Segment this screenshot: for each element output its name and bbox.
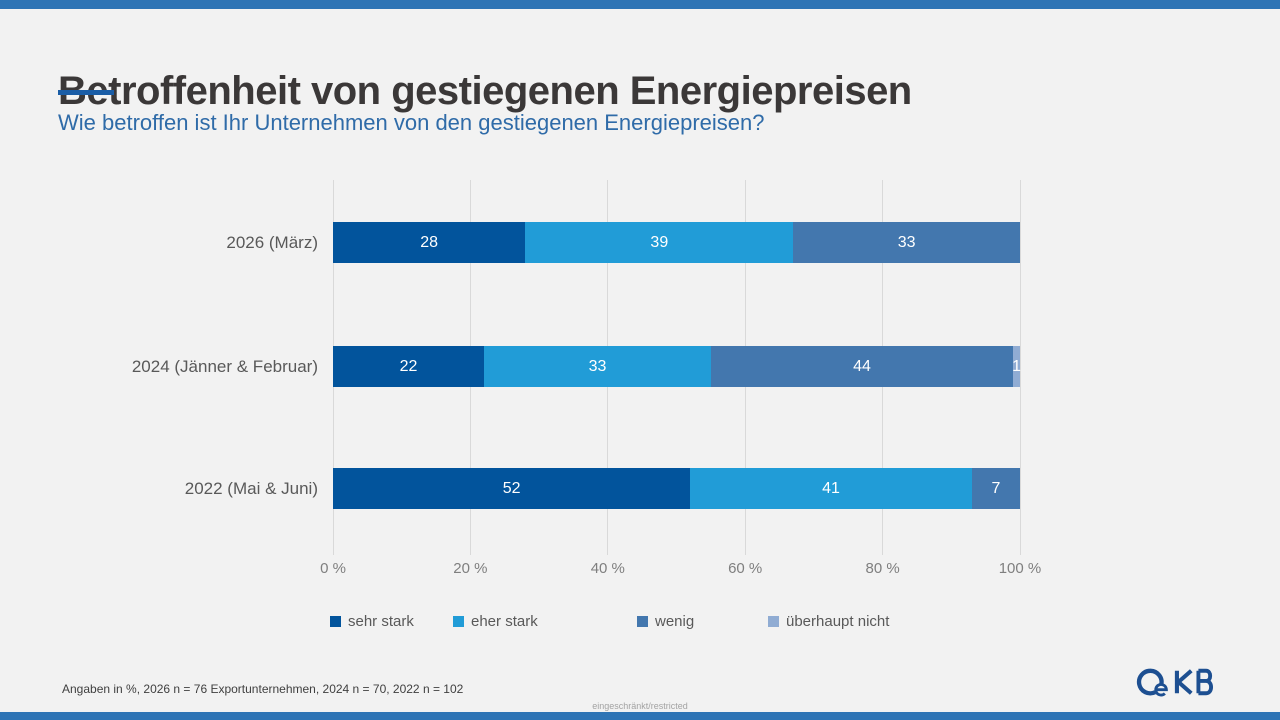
bar-segment: 33 bbox=[793, 222, 1020, 263]
axis-tick-label: 20 % bbox=[453, 560, 488, 577]
bar-value-label: 33 bbox=[588, 357, 607, 375]
bar-value-label: 52 bbox=[502, 479, 521, 497]
logo-letter-e bbox=[1154, 683, 1168, 697]
bottom-accent-bar bbox=[0, 712, 1280, 720]
legend-swatch bbox=[330, 616, 341, 627]
restricted-label: eingeschränkt/restricted bbox=[592, 701, 688, 711]
legend-swatch bbox=[453, 616, 464, 627]
bar-segment: 44 bbox=[710, 346, 1014, 387]
title-underline bbox=[58, 90, 114, 95]
logo-letter-b bbox=[1196, 668, 1214, 696]
bar-segment: 7 bbox=[971, 468, 1020, 509]
bar-value-label: 22 bbox=[399, 357, 418, 375]
bar-row: 28 39 33 bbox=[333, 222, 1020, 263]
axis-tick-label: 40 % bbox=[590, 560, 625, 577]
bar-segment: 41 bbox=[690, 468, 972, 509]
bar-value-label: 41 bbox=[822, 479, 840, 497]
axis-tick-label: 0 % bbox=[320, 560, 346, 577]
bar-value-label: 39 bbox=[650, 233, 669, 251]
bar-segment: 33 bbox=[484, 346, 711, 387]
legend-label: wenig bbox=[655, 613, 695, 630]
bar-value-label: 7 bbox=[991, 479, 1001, 497]
gridline bbox=[1019, 180, 1021, 555]
legend-label: überhaupt nicht bbox=[786, 613, 890, 630]
legend-item: eher stark bbox=[453, 613, 538, 630]
legend-label: eher stark bbox=[471, 613, 538, 630]
bar-value-label: 33 bbox=[897, 233, 916, 251]
bar-value-label: 1 bbox=[1012, 357, 1021, 375]
oekb-logo bbox=[1136, 668, 1214, 697]
axis-tick-label: 100 % bbox=[998, 560, 1042, 577]
logo-letter-o bbox=[1136, 668, 1164, 696]
logo-letter-k bbox=[1174, 669, 1193, 695]
bar-row: 22 33 44 1 bbox=[333, 346, 1021, 387]
legend-item: wenig bbox=[637, 613, 694, 630]
bar-segment: 28 bbox=[333, 222, 526, 263]
bar-segment: 1 bbox=[1012, 346, 1021, 387]
category-label: 2022 (Mai & Juni) bbox=[184, 478, 318, 498]
footer-note: Angaben in %, 2026 n = 76 Exportunterneh… bbox=[62, 682, 464, 696]
bar-row: 52 41 7 bbox=[333, 468, 1020, 509]
legend-label: sehr stark bbox=[348, 613, 414, 630]
category-label: 2024 (Jänner & Februar) bbox=[131, 356, 318, 376]
bar-segment: 52 bbox=[333, 468, 691, 509]
category-label: 2026 (März) bbox=[226, 232, 318, 252]
page-title: Betroffenheit von gestiegenen Energiepre… bbox=[58, 68, 912, 113]
bar-segment: 22 bbox=[333, 346, 485, 387]
legend-item: sehr stark bbox=[330, 613, 414, 630]
bar-value-label: 28 bbox=[420, 233, 439, 251]
legend-swatch bbox=[637, 616, 648, 627]
legend-item: überhaupt nicht bbox=[768, 613, 889, 630]
axis-tick-label: 80 % bbox=[865, 560, 900, 577]
legend-swatch bbox=[768, 616, 779, 627]
bar-segment: 39 bbox=[525, 222, 794, 263]
page-subtitle: Wie betroffen ist Ihr Unternehmen von de… bbox=[58, 110, 765, 135]
bar-value-label: 44 bbox=[853, 357, 871, 375]
plot-area: 28 39 33 22 33 44 1 52 41 7 bbox=[332, 180, 1021, 555]
top-accent-bar bbox=[0, 0, 1280, 9]
axis-tick-label: 60 % bbox=[728, 560, 763, 577]
